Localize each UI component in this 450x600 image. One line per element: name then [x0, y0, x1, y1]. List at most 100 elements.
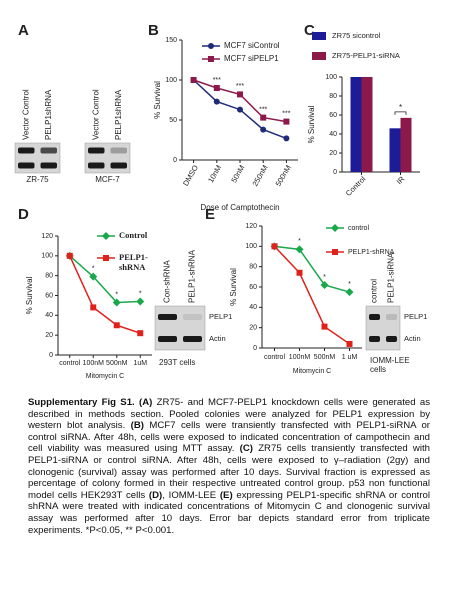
y-tick-label: 60 — [249, 284, 257, 291]
x-tick-label: 100nM — [289, 354, 311, 361]
blot-band — [18, 162, 35, 169]
lane-label: PELP1shRNA — [44, 89, 53, 140]
cell-line-label: MCF-7 — [95, 175, 120, 184]
caption-segment: , IOMM-LEE — [162, 489, 220, 501]
blot-band — [183, 314, 202, 320]
bar — [389, 128, 401, 172]
caption-segment: (E) — [219, 489, 233, 501]
caption-segment: ZR75 cells transiently transfected with … — [28, 443, 430, 501]
y-tick-label: 100 — [325, 74, 337, 81]
legend-label: MCF7 siPELP1 — [224, 54, 279, 63]
data-point — [90, 304, 97, 311]
data-point — [260, 114, 267, 121]
data-point — [295, 245, 304, 254]
data-point — [260, 126, 267, 133]
x-tick-label: Control — [344, 174, 368, 198]
caption-segment: (A) — [139, 397, 153, 408]
legend-label-part: shRNA — [119, 262, 146, 272]
legend-label: Control — [119, 230, 148, 240]
y-tick-label: 20 — [329, 150, 337, 157]
x-tick-label: 100nM — [83, 360, 105, 367]
bar — [400, 117, 412, 172]
cell-line-label: ZR-75 — [26, 175, 49, 184]
data-point — [283, 118, 290, 125]
significance: *** — [213, 77, 221, 84]
band-label: PELP1 — [209, 312, 232, 321]
legend-label: control — [348, 225, 369, 232]
data-point — [332, 249, 338, 255]
x-tick-label: control — [59, 360, 80, 367]
y-tick-label: 40 — [329, 131, 337, 138]
blot-membrane — [154, 305, 206, 351]
significance-bracket — [394, 111, 407, 115]
data-point — [89, 272, 98, 281]
blot-membrane — [365, 305, 401, 351]
legend-label: MCF7 siControl — [224, 41, 280, 50]
blot-band — [369, 336, 380, 342]
lane-label: Con-shRNA — [163, 260, 172, 303]
caption-segment: expressing PELP1-specific shRNA or contr… — [28, 489, 430, 536]
significance: * — [298, 238, 301, 245]
caption: Supplementary Fig S1. (A) ZR75- and MCF7… — [28, 397, 430, 536]
y-tick-label: 120 — [245, 223, 257, 230]
data-point — [136, 297, 145, 306]
x-tick-label: 250nM — [250, 163, 269, 187]
significance: *** — [282, 110, 290, 117]
y-tick-label: 50 — [169, 117, 177, 124]
blot-band — [386, 314, 397, 320]
y-axis-label: % Survival — [153, 81, 162, 119]
y-tick-label: 120 — [41, 233, 53, 240]
panel-letter: D — [18, 206, 29, 223]
blot-band — [88, 162, 105, 169]
y-tick-label: 20 — [249, 325, 257, 332]
caption-segment: (B) — [130, 420, 144, 432]
caption-segment: Supplementary Fig S1. — [28, 397, 140, 408]
y-tick-label: 60 — [45, 292, 53, 299]
data-point — [237, 106, 243, 113]
x-axis-label: Mitomycin C — [86, 373, 125, 380]
data-point — [345, 288, 354, 297]
data-point — [66, 252, 73, 259]
lane-label: PELP1shRNA — [114, 89, 123, 140]
y-tick-label: 100 — [245, 243, 257, 250]
blot-band — [40, 147, 57, 154]
x-tick-label: IR — [395, 174, 407, 186]
blot-band — [40, 162, 57, 169]
data-point — [346, 340, 353, 347]
x-tick-label: DMSO — [181, 163, 200, 187]
legend-label-part: PELP1- — [119, 252, 148, 262]
significance: *** — [236, 83, 244, 90]
y-tick-label: 80 — [45, 273, 53, 280]
lane-label: PELP1-shRNA — [188, 249, 197, 303]
bar — [350, 77, 362, 172]
x-tick-label: 500nM — [106, 360, 128, 367]
data-point — [190, 77, 197, 83]
x-tick-label: 10nM — [206, 163, 223, 184]
cell-line-label: IOMM-LEE — [370, 356, 410, 365]
data-point — [321, 323, 328, 330]
y-tick-label: 0 — [173, 157, 177, 164]
y-tick-label: 0 — [49, 352, 53, 359]
series-line — [273, 245, 350, 345]
data-point — [283, 135, 290, 142]
data-point — [271, 243, 278, 250]
series-line — [69, 255, 141, 334]
data-point — [103, 255, 109, 261]
blot-band — [183, 336, 202, 342]
panel-letter: B — [148, 22, 159, 39]
data-point — [237, 91, 243, 98]
x-tick-label: 1 uM — [342, 354, 358, 361]
data-point — [102, 232, 110, 240]
cell-line-label: 293T cells — [159, 358, 195, 367]
band-label: Actin — [209, 334, 226, 343]
significance: * — [139, 290, 142, 297]
y-tick-label: 80 — [329, 93, 337, 100]
caption-segment: (C) — [239, 443, 253, 455]
y-axis-label: % Survival — [307, 105, 316, 143]
data-point — [296, 269, 303, 276]
x-tick-label: 50nM — [229, 163, 246, 184]
significance: * — [348, 281, 351, 288]
blot-band — [369, 314, 380, 320]
y-tick-label: 80 — [249, 264, 257, 271]
y-tick-label: 20 — [45, 332, 53, 339]
